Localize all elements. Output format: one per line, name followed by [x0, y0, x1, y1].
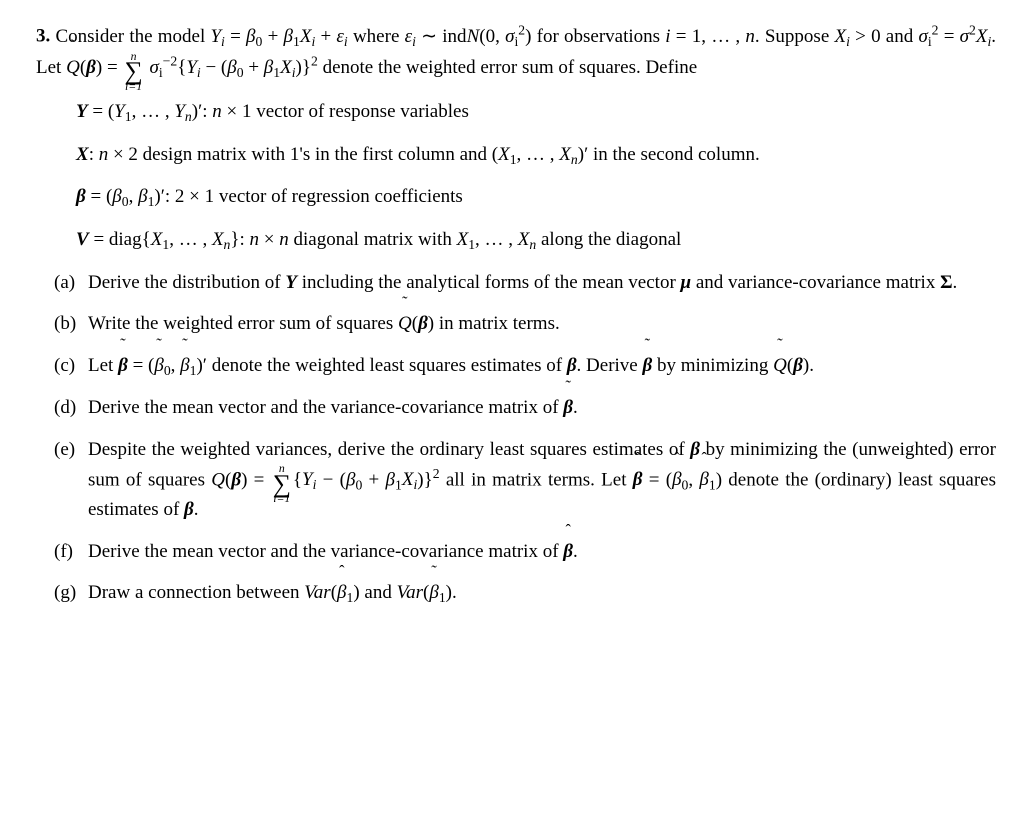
part-label: (a): [54, 269, 88, 297]
part-e: (e) Despite the weighted variances, deri…: [54, 436, 996, 524]
part-label: (d): [54, 394, 88, 422]
problem-page: 3. Consider the model Yi = β0 + β1Xi + ε…: [0, 0, 1024, 642]
part-label: (e): [54, 436, 88, 524]
definition-V: V = diag{X1, … , Xn}: n × n diagonal mat…: [76, 226, 996, 255]
part-g: (g) Draw a connection between Var(βˆ1) a…: [54, 579, 996, 608]
part-body: Let β˜ = (β˜0, β˜1)′ denote the weighted…: [88, 352, 996, 381]
parts-list: (a) Derive the distribution of Y includi…: [54, 269, 996, 608]
definition-X: X: n × 2 design matrix with 1's in the f…: [76, 141, 996, 170]
part-body: Despite the weighted variances, derive t…: [88, 436, 996, 524]
problem-number: 3.: [36, 26, 50, 47]
part-b: (b) Write the weighted error sum of squa…: [54, 310, 996, 338]
definition-beta: β = (β0, β1)′: 2 × 1 vector of regressio…: [76, 183, 996, 212]
part-body: Derive the mean vector and the variance-…: [88, 394, 996, 422]
definitions-block: Y = (Y1, … , Yn)′: n × 1 vector of respo…: [36, 98, 996, 255]
part-d: (d) Derive the mean vector and the varia…: [54, 394, 996, 422]
part-f: (f) Derive the mean vector and the varia…: [54, 538, 996, 566]
part-label: (b): [54, 310, 88, 338]
part-label: (f): [54, 538, 88, 566]
definition-Y: Y = (Y1, … , Yn)′: n × 1 vector of respo…: [76, 98, 996, 127]
part-label: (c): [54, 352, 88, 381]
part-a: (a) Derive the distribution of Y includi…: [54, 269, 996, 297]
problem-intro: 3. Consider the model Yi = β0 + β1Xi + ε…: [36, 20, 996, 84]
part-body: Write the weighted error sum of squares …: [88, 310, 996, 338]
part-c: (c) Let β˜ = (β˜0, β˜1)′ denote the weig…: [54, 352, 996, 381]
part-body: Derive the mean vector and the variance-…: [88, 538, 996, 566]
part-label: (g): [54, 579, 88, 608]
part-body: Draw a connection between Var(βˆ1) and V…: [88, 579, 996, 608]
intro-text: Consider the model Yi = β0 + β1Xi + εi w…: [36, 26, 996, 78]
part-body: Derive the distribution of Y including t…: [88, 269, 996, 297]
